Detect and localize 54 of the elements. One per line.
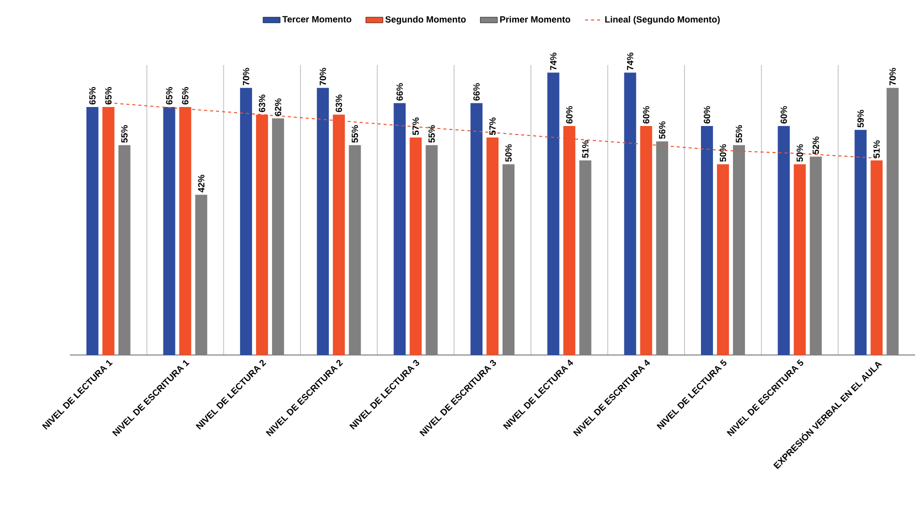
data-label: 60% [704, 106, 710, 124]
data-label: 55% [121, 125, 128, 143]
bar [794, 164, 806, 355]
data-label: 60% [642, 106, 650, 124]
data-label: 51% [873, 140, 880, 158]
data-label: 65% [166, 87, 172, 104]
data-label: 50% [720, 144, 726, 162]
bar [102, 106, 114, 355]
legend-label: Tercer Momento [282, 16, 352, 22]
data-label: 65% [89, 87, 96, 104]
data-label: 62% [274, 98, 282, 116]
data-label: 52% [812, 136, 819, 154]
data-label: 57% [489, 118, 496, 136]
bar [854, 130, 867, 355]
data-label: 74% [550, 52, 556, 70]
bar [316, 88, 329, 355]
data-label: 65% [105, 87, 112, 104]
bar [700, 126, 713, 355]
data-label: 55% [428, 125, 435, 143]
data-label: 70% [320, 68, 326, 86]
legend-label: Lineal (Segundo Momento) [605, 16, 720, 24]
bar [716, 164, 729, 355]
bar [470, 103, 483, 355]
data-label: 60% [566, 106, 573, 124]
data-label: 57% [412, 118, 419, 136]
data-label: 55% [352, 125, 358, 143]
data-label: 66% [473, 83, 480, 101]
legend-label: Segundo Momento [385, 16, 466, 24]
data-label: 65% [182, 87, 188, 104]
data-label: 51% [582, 140, 589, 158]
data-label: 50% [505, 144, 512, 162]
data-label: 70% [242, 68, 250, 86]
bar [870, 160, 883, 355]
data-label: 56% [658, 121, 666, 139]
legend-label: Primer Momento [500, 16, 570, 23]
bar [547, 72, 560, 355]
data-label: 55% [736, 125, 742, 143]
data-label: 63% [258, 94, 266, 112]
bar [394, 103, 406, 355]
data-label: 74% [626, 52, 634, 70]
bar [624, 72, 636, 355]
bar [778, 126, 790, 355]
data-label: 42% [198, 174, 204, 192]
bar [240, 88, 252, 355]
data-label: 66% [396, 83, 403, 101]
bar [163, 106, 176, 355]
data-label: 50% [796, 144, 803, 162]
data-label: 63% [336, 94, 342, 112]
data-label: 59% [857, 110, 864, 128]
bar [486, 138, 499, 355]
bar [410, 138, 422, 355]
bar [86, 106, 98, 355]
data-label: 60% [780, 106, 787, 124]
data-label: 70% [889, 68, 896, 86]
